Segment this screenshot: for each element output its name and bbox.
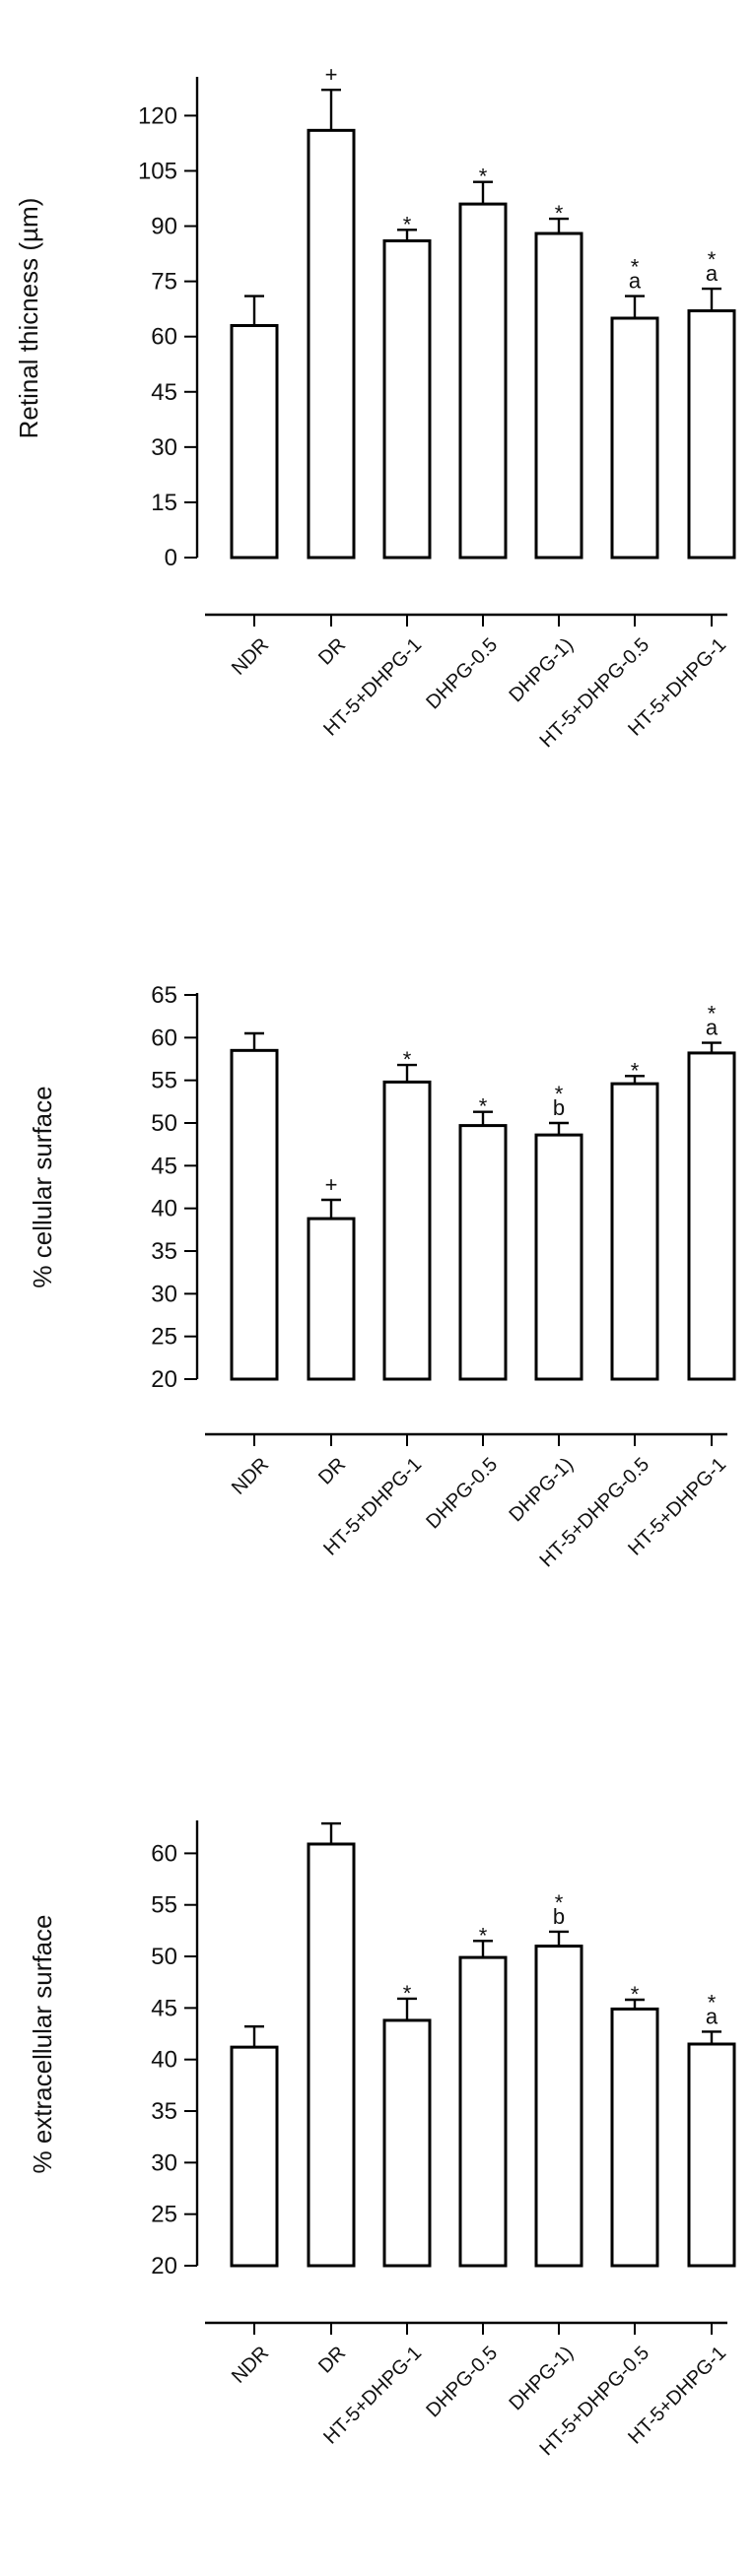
y-tick-label: 45 [151, 1995, 177, 2021]
y-tick-label: 40 [151, 2047, 177, 2074]
x-tick-label: DHPG-1) [505, 2343, 578, 2415]
y-tick-label: 60 [151, 1840, 177, 1867]
y-tick-label: 0 [165, 545, 177, 571]
significance-label: a [629, 269, 642, 294]
bar [230, 2045, 279, 2268]
y-tick-label: 75 [151, 269, 177, 296]
y-tick-label: 55 [151, 1068, 177, 1094]
x-tick-label: DR [314, 2343, 350, 2378]
extracellular-surface-chart: 20 25 30 35 40 45 50 55 60 % extracellular surfac… [28, 1820, 736, 2460]
y-tick-label: 50 [151, 1110, 177, 1137]
y-tick-label: 90 [151, 214, 177, 240]
retinal-thickness-chart: 0 15 30 45 60 75 90 105 120 Retinal thicness (µm)… [14, 62, 736, 752]
bar [382, 2018, 432, 2268]
y-tick-label: 20 [151, 1366, 177, 1393]
bar [534, 1945, 583, 2268]
significance-label: * [479, 165, 488, 189]
significance-label: * [708, 1002, 717, 1026]
y-tick-label: 35 [151, 1238, 177, 1265]
significance-label: b [553, 1904, 565, 1929]
x-tick-label: NDR [228, 634, 273, 680]
x-tick-label: NDR [228, 1454, 273, 1499]
y-tick-label: 105 [138, 158, 177, 184]
y-tick-label: 25 [151, 2202, 177, 2228]
significance-label: * [555, 1082, 564, 1106]
x-tick-label: DHPG-0.5 [422, 634, 502, 714]
y-tick-label: 35 [151, 2098, 177, 2125]
y-tick-label: 45 [151, 379, 177, 406]
x-tick-label: DR [314, 1454, 350, 1489]
significance-label: * [479, 1094, 488, 1119]
significance-label: + [325, 1172, 338, 1197]
significance-label: a [706, 1016, 719, 1040]
bar [458, 1955, 508, 2268]
y-tick-label: 40 [151, 1196, 177, 1222]
bar [382, 1080, 432, 1381]
significance-label: * [631, 1058, 640, 1083]
bar [382, 238, 432, 560]
bar [534, 1133, 583, 1381]
bar [307, 1217, 356, 1381]
significance-label: * [403, 212, 412, 236]
y-tick-label: 15 [151, 490, 177, 516]
x-tick-label: DHPG-1) [505, 634, 578, 707]
bar [307, 1842, 356, 2268]
x-tick-label: DHPG-1) [505, 1454, 578, 1527]
bar [230, 1048, 279, 1381]
x-tick-label: NDR [228, 2343, 273, 2388]
bar [610, 1082, 659, 1381]
y-tick-label: 30 [151, 2149, 177, 2176]
y-tick-label: 60 [151, 324, 177, 351]
significance-label: a [706, 261, 719, 286]
bar [534, 231, 583, 560]
y-axis-title: % extracellular surface [28, 1915, 57, 2174]
y-tick-label: 30 [151, 1281, 177, 1307]
y-tick-label: 120 [138, 102, 177, 129]
bar [610, 316, 659, 560]
bar [610, 2007, 659, 2268]
significance-label: * [403, 1047, 412, 1072]
significance-label: + [325, 62, 338, 87]
bar [458, 1124, 508, 1381]
x-tick-label: DHPG-0.5 [422, 1454, 502, 1534]
y-tick-label: 65 [151, 982, 177, 1009]
bar [307, 128, 356, 560]
y-tick-label: 30 [151, 434, 177, 461]
significance-label: * [708, 247, 717, 272]
cellular-surface-chart: 20 25 30 35 40 45 50 55 60 65 % cellular surface + *… [28, 982, 736, 1571]
y-tick-label: 55 [151, 1892, 177, 1919]
y-tick-label: 50 [151, 1944, 177, 1970]
y-tick-label: 45 [151, 1153, 177, 1179]
bar [687, 309, 736, 560]
x-tick-label: DR [314, 634, 350, 670]
bar [687, 2042, 736, 2268]
significance-label: * [555, 201, 564, 226]
significance-label: * [708, 1990, 717, 2015]
significance-label: b [553, 1095, 565, 1120]
significance-label: * [403, 1981, 412, 2006]
significance-label: * [479, 1923, 488, 1948]
y-axis-title: Retinal thicness (µm) [14, 198, 43, 439]
bar [687, 1051, 736, 1381]
y-tick-label: 25 [151, 1324, 177, 1351]
x-tick-label: DHPG-0.5 [422, 2343, 502, 2422]
bar [458, 202, 508, 560]
significance-label: * [631, 1982, 640, 2007]
significance-label: * [555, 1890, 564, 1915]
significance-label: * [631, 255, 640, 280]
significance-label: a [706, 2004, 719, 2028]
y-axis-title: % cellular surface [28, 1086, 57, 1288]
y-tick-label: 20 [151, 2253, 177, 2279]
bar [230, 323, 279, 560]
y-tick-label: 60 [151, 1024, 177, 1051]
